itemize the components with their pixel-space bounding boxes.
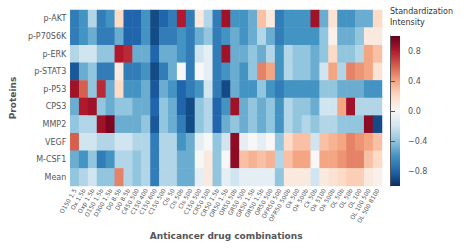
svg-text:MMP2: MMP2 (43, 120, 67, 129)
svg-text:Cls 50: Cls 50 (160, 187, 176, 207)
svg-text:−0.4: −0.4 (408, 137, 427, 146)
svg-text:p-ERK: p-ERK (42, 50, 67, 59)
svg-text:C150 600: C150 600 (137, 187, 158, 216)
svg-text:0.4: 0.4 (408, 77, 421, 86)
svg-text:O150 1.5: O150 1.5 (57, 187, 78, 215)
svg-text:Ok 500b: Ok 500b (317, 187, 336, 213)
svg-text:CR50 1.5b: CR50 1.5b (198, 187, 221, 218)
svg-text:0.0: 0.0 (408, 107, 421, 116)
svg-text:0.8: 0.8 (408, 47, 421, 56)
svg-text:OFR50 500b: OFR50 500b (266, 187, 292, 223)
svg-text:C150 400: C150 400 (128, 187, 149, 216)
svg-text:Ck 50b: Ck 50b (301, 187, 319, 209)
svg-text:OL 100 500: OL 100 500 (348, 187, 372, 221)
svg-text:C450 500: C450 500 (119, 187, 141, 216)
svg-text:VEGF: VEGF (45, 138, 67, 147)
svg-text:OL 50b: OL 50b (328, 187, 345, 210)
svg-text:Intensity: Intensity (390, 18, 425, 27)
svg-text:Cls 50b: Cls 50b (167, 187, 185, 210)
svg-text:−0.8: −0.8 (408, 167, 427, 176)
svg-text:Ok 5100: Ok 5100 (308, 187, 328, 213)
svg-text:C150 500: C150 500 (181, 187, 203, 216)
svg-text:GR50 500: GR50 500 (226, 187, 247, 217)
svg-text:O150 1.5b: O150 1.5b (82, 187, 105, 218)
svg-text:Proteins: Proteins (8, 77, 18, 119)
svg-text:M-CSF1: M-CSF1 (36, 155, 66, 164)
svg-text:CR50 500: CR50 500 (190, 187, 212, 217)
svg-text:Standardization: Standardization (390, 7, 453, 16)
svg-text:C150 500: C150 500 (146, 187, 167, 216)
svg-text:Anticancer drug combinations: Anticancer drug combinations (150, 231, 303, 241)
svg-text:OR50 1.5b: OR50 1.5b (242, 187, 265, 219)
svg-text:OR50 500: OR50 500 (252, 187, 274, 217)
svg-text:GR50 1.5b: GR50 1.5b (234, 187, 256, 219)
svg-text:D300 1.5b: D300 1.5b (91, 187, 114, 218)
svg-text:p-AKT: p-AKT (44, 14, 67, 23)
svg-text:OFR50 500: OFR50 500 (259, 187, 283, 220)
svg-text:Cls 500: Cls 500 (176, 187, 194, 211)
svg-text:OL 50b: OL 50b (337, 187, 354, 210)
svg-text:Mean: Mean (44, 173, 66, 182)
svg-text:Ox 1.5b: Ox 1.5b (68, 187, 87, 212)
svg-text:CPS3: CPS3 (46, 102, 67, 111)
svg-text:p-STAT3: p-STAT3 (34, 67, 66, 76)
svg-text:Oxp 1.5b: Oxp 1.5b (75, 187, 96, 215)
svg-text:Ok 500b: Ok 500b (290, 187, 310, 213)
svg-text:OR50 50b: OR50 50b (217, 187, 239, 217)
svg-text:p-P53: p-P53 (43, 85, 66, 94)
svg-text:OR50 1.5b: OR50 1.5b (207, 187, 230, 219)
svg-text:D0 8.5b: D0 8.5b (104, 187, 123, 212)
svg-text:p-P70S6K: p-P70S6K (28, 32, 67, 41)
svg-text:Ok 500: Ok 500 (283, 187, 301, 210)
svg-text:OL 100: OL 100 (346, 187, 363, 210)
svg-text:OL 500 8100: OL 500 8100 (355, 187, 380, 224)
